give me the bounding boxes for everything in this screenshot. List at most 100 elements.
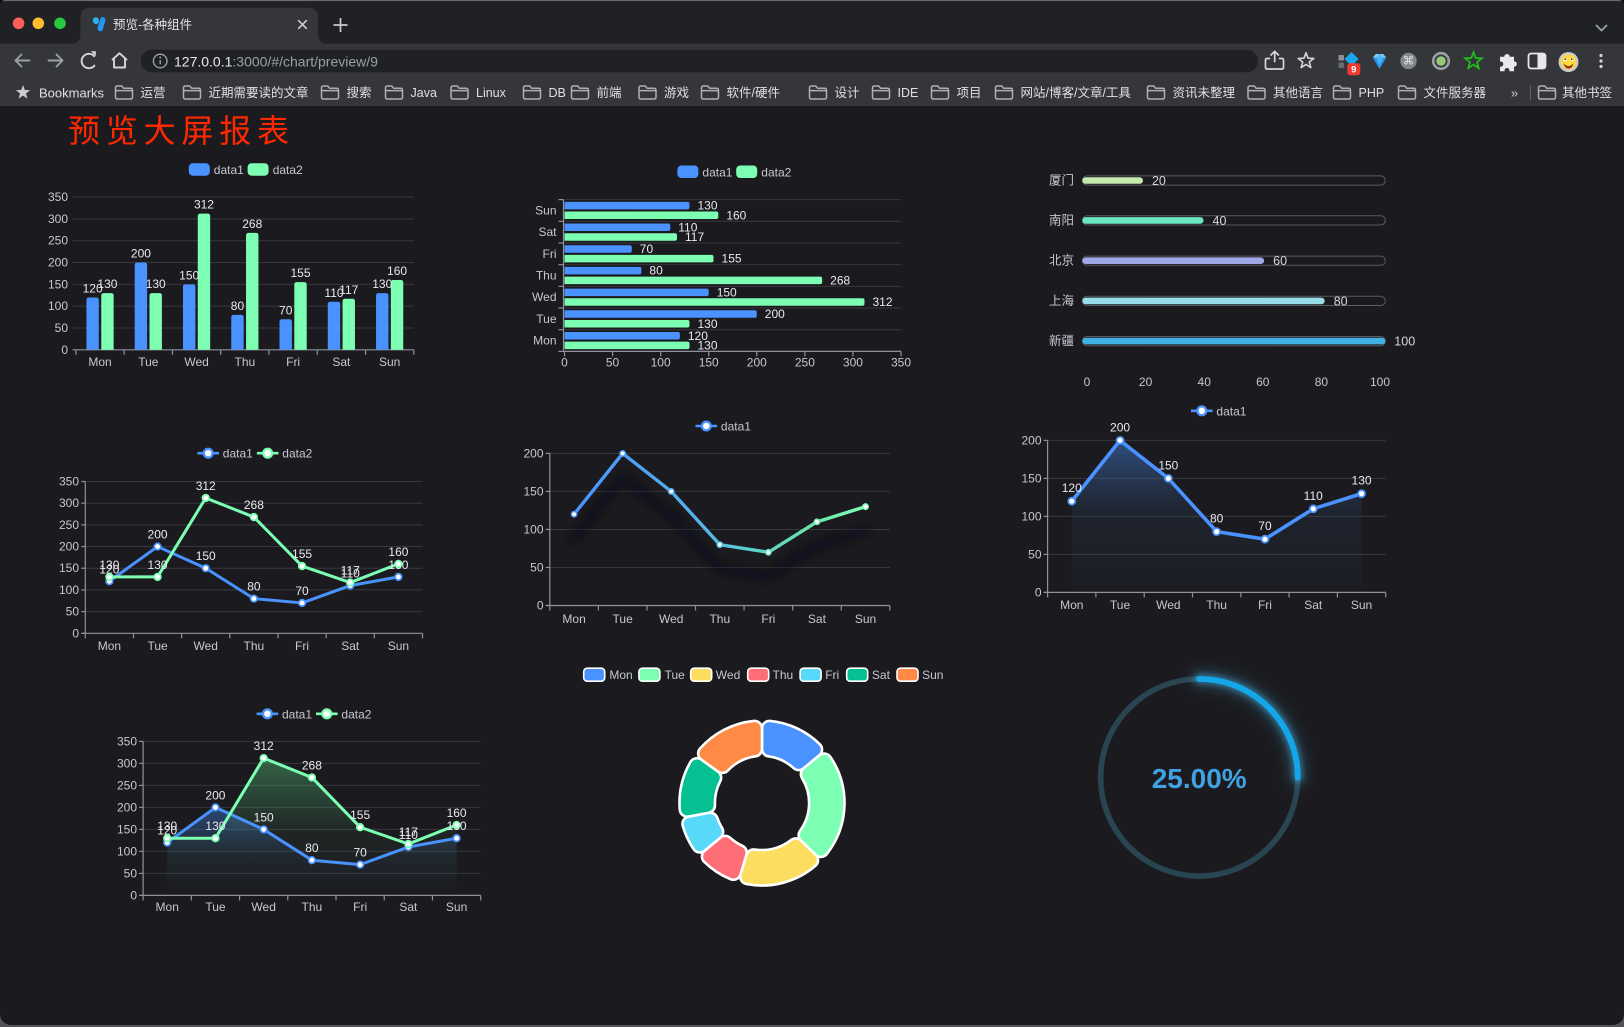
svg-text:20: 20 <box>1139 375 1153 389</box>
svg-text:160: 160 <box>726 208 746 222</box>
svg-text:data1: data1 <box>223 447 253 461</box>
svg-text:近期需要读的文章: 近期需要读的文章 <box>209 85 309 100</box>
svg-text:data2: data2 <box>341 707 371 721</box>
svg-text:110: 110 <box>1304 489 1323 503</box>
svg-text:155: 155 <box>290 266 310 280</box>
svg-text:50: 50 <box>530 560 544 574</box>
svg-text:120: 120 <box>83 281 103 295</box>
svg-text:data2: data2 <box>761 165 791 179</box>
svg-text:data1: data1 <box>702 165 732 179</box>
svg-text:设计: 设计 <box>835 85 860 100</box>
svg-text:268: 268 <box>242 217 262 231</box>
svg-text:0: 0 <box>72 626 79 640</box>
svg-text:150: 150 <box>48 277 68 291</box>
svg-text:100: 100 <box>523 522 543 536</box>
svg-text:Fri: Fri <box>295 639 309 653</box>
svg-text:data1: data1 <box>1216 404 1246 418</box>
svg-text:Fri: Fri <box>543 247 557 261</box>
svg-text:50: 50 <box>1028 547 1042 561</box>
svg-text:117: 117 <box>685 230 704 244</box>
svg-text:155: 155 <box>722 252 742 266</box>
svg-text:Thu: Thu <box>1206 598 1227 612</box>
svg-text:data1: data1 <box>282 707 312 721</box>
svg-text:Sat: Sat <box>538 225 557 239</box>
svg-text:0: 0 <box>1084 375 1091 389</box>
svg-text:Mon: Mon <box>88 355 111 369</box>
svg-text:Sun: Sun <box>1351 598 1372 612</box>
svg-text:100: 100 <box>48 299 68 313</box>
svg-text:70: 70 <box>353 846 367 860</box>
svg-text:预览-各种组件: 预览-各种组件 <box>113 17 192 32</box>
svg-text:300: 300 <box>48 212 68 226</box>
svg-text:40: 40 <box>1213 214 1227 228</box>
svg-text:80: 80 <box>1315 375 1329 389</box>
svg-text:300: 300 <box>117 756 137 770</box>
svg-text:110: 110 <box>341 567 360 581</box>
svg-text:200: 200 <box>1021 433 1041 447</box>
svg-text:40: 40 <box>1198 375 1212 389</box>
svg-text:117: 117 <box>339 283 358 297</box>
svg-text:Sat: Sat <box>872 668 891 682</box>
svg-text:上海: 上海 <box>1049 293 1075 308</box>
svg-text:Tue: Tue <box>138 355 159 369</box>
svg-text:Wed: Wed <box>716 668 740 682</box>
svg-text:Thu: Thu <box>244 639 265 653</box>
svg-text:⌘: ⌘ <box>1403 54 1415 67</box>
svg-text:Fri: Fri <box>286 355 300 369</box>
svg-text:50: 50 <box>66 605 80 619</box>
svg-text:Sun: Sun <box>855 612 876 626</box>
svg-text:150: 150 <box>699 356 719 370</box>
svg-text:data2: data2 <box>282 447 312 461</box>
svg-text:前端: 前端 <box>597 85 622 100</box>
svg-text:350: 350 <box>891 356 911 370</box>
svg-text:»: » <box>1511 86 1518 101</box>
svg-text:150: 150 <box>254 810 274 824</box>
svg-text:117: 117 <box>341 564 360 578</box>
svg-text:127.0.0.1:3000/#/chart/preview: 127.0.0.1:3000/#/chart/preview/9 <box>174 54 378 70</box>
svg-text:Tue: Tue <box>536 312 557 326</box>
svg-text:150: 150 <box>196 549 216 563</box>
svg-text:268: 268 <box>302 758 322 772</box>
svg-text:130: 130 <box>372 277 392 291</box>
svg-text:游戏: 游戏 <box>664 86 689 100</box>
svg-text:130: 130 <box>157 819 177 833</box>
svg-text:110: 110 <box>399 828 418 842</box>
svg-text:Tue: Tue <box>205 900 226 914</box>
svg-text:新疆: 新疆 <box>1049 333 1074 348</box>
svg-text:Mon: Mon <box>562 612 585 626</box>
svg-text:312: 312 <box>872 295 892 309</box>
svg-text:data1: data1 <box>721 420 751 434</box>
svg-text:130: 130 <box>97 277 117 291</box>
svg-text:Thu: Thu <box>536 269 557 283</box>
svg-text:130: 130 <box>697 338 717 352</box>
svg-text:70: 70 <box>279 303 293 317</box>
svg-text:200: 200 <box>148 528 168 542</box>
svg-text:Mon: Mon <box>609 668 632 682</box>
svg-text:Wed: Wed <box>184 355 208 369</box>
svg-text:0: 0 <box>130 888 137 902</box>
svg-text:南阳: 南阳 <box>1049 212 1074 227</box>
svg-text:155: 155 <box>292 547 312 561</box>
svg-text:Sun: Sun <box>922 668 943 682</box>
svg-text:Sat: Sat <box>399 900 418 914</box>
svg-text:Tue: Tue <box>665 668 686 682</box>
svg-text:268: 268 <box>830 273 850 287</box>
svg-text:120: 120 <box>157 824 177 838</box>
svg-text:搜索: 搜索 <box>347 85 372 100</box>
svg-text:100: 100 <box>1370 375 1390 389</box>
svg-text:312: 312 <box>196 479 216 493</box>
svg-text:200: 200 <box>523 446 543 460</box>
svg-text:312: 312 <box>254 739 274 753</box>
svg-text:312: 312 <box>194 198 214 212</box>
svg-text:350: 350 <box>117 734 137 748</box>
svg-text:160: 160 <box>388 545 408 559</box>
svg-text:70: 70 <box>1258 519 1272 533</box>
svg-text:150: 150 <box>179 268 199 282</box>
svg-text:130: 130 <box>205 819 225 833</box>
svg-text:Fri: Fri <box>825 668 839 682</box>
svg-text:Thu: Thu <box>709 612 730 626</box>
svg-text:Sat: Sat <box>332 355 351 369</box>
svg-text:PHP: PHP <box>1359 86 1385 100</box>
svg-text:网站/博客/文章/工具: 网站/博客/文章/工具 <box>1021 85 1132 100</box>
svg-text:200: 200 <box>205 788 225 802</box>
